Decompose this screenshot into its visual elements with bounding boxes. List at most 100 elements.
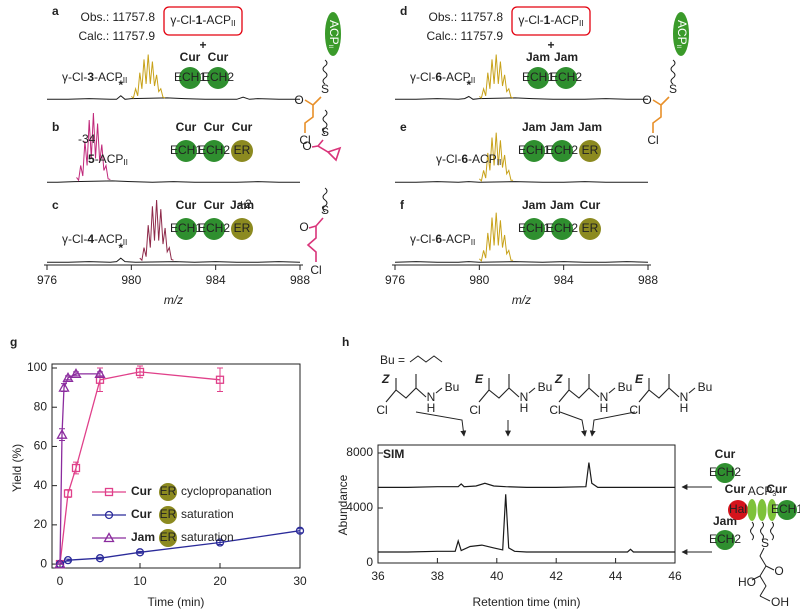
x-axis-label: Time (min) — [148, 595, 205, 609]
atom: S — [321, 203, 329, 217]
y-tick-label: 4000 — [346, 500, 373, 514]
atom: S — [761, 536, 769, 550]
atom: Bu — [698, 380, 713, 394]
legend-module: Cur — [131, 484, 152, 498]
y-tick-label: 40 — [34, 478, 48, 492]
series-line — [59, 373, 100, 565]
error-bar — [217, 367, 223, 393]
carrier-protein — [325, 12, 341, 56]
panel-letter: d — [400, 4, 407, 18]
label-part: II — [123, 75, 128, 85]
species-label: γ-Cl-6-ACPII — [436, 152, 501, 167]
legend-marker — [104, 487, 114, 497]
plus-sign: + — [547, 38, 554, 52]
trace-module: Jam — [713, 514, 737, 528]
acp-domain — [747, 499, 757, 521]
ech-domain — [777, 500, 797, 520]
structure-skeleton — [558, 374, 616, 403]
calculated-mass: Calc.: 11757.9 — [79, 29, 156, 43]
x-tick-label: 42 — [550, 569, 564, 583]
domain-badge — [203, 218, 225, 240]
label-part: -ACP — [550, 13, 579, 27]
domain-label: ECH1 — [170, 221, 202, 235]
label-part: II — [327, 45, 333, 49]
label-part: II — [471, 75, 476, 85]
label-part: II — [675, 45, 681, 49]
observed-mass: Obs.: 11757.8 — [81, 10, 156, 24]
x-tick-label: 980 — [121, 273, 141, 287]
y-tick-label: 20 — [34, 517, 48, 531]
data-point — [135, 548, 145, 557]
y-axis-label: Abundance — [336, 474, 350, 535]
label-part: 1 — [196, 13, 203, 27]
label-part: γ-Cl- — [410, 232, 435, 246]
domain-badge — [207, 67, 229, 89]
domain-badge — [551, 218, 573, 240]
y-axis-label: Yield (%) — [10, 444, 24, 492]
atom: Cl — [310, 263, 321, 277]
bu-definition: Bu = — [380, 353, 405, 367]
atom: Bu — [618, 380, 633, 394]
domain-badge — [175, 218, 197, 240]
data-point — [62, 371, 74, 382]
error-bar — [137, 550, 143, 554]
module-name: Cur — [204, 198, 225, 212]
spectrum-trace — [478, 132, 514, 182]
tether — [770, 521, 774, 541]
spectrum-trace — [395, 95, 648, 100]
label-part: γ-Cl- — [62, 232, 87, 246]
y-tick-label: 0 — [366, 555, 373, 569]
panel-letter: g — [10, 335, 17, 349]
atom: H — [520, 401, 529, 415]
panel-letter: a — [52, 4, 59, 18]
label-part: 6 — [461, 152, 468, 166]
stereo-descriptor: Z — [554, 372, 563, 386]
substrate-label: γ-Cl-1-ACPII — [518, 13, 583, 28]
substrate-box — [163, 6, 243, 36]
substrate-label: γ-Cl-1-ACPII — [170, 13, 235, 28]
acp-label: ACP3 — [748, 484, 777, 498]
legend-module: Jam — [131, 530, 155, 544]
plot-frame — [377, 444, 676, 564]
data-point — [295, 526, 305, 535]
label-part: ACP — [675, 20, 689, 45]
label-part: 6 — [435, 70, 442, 84]
module-name: Jam — [550, 120, 574, 134]
atom: S — [321, 82, 329, 96]
plot-frame — [51, 363, 301, 569]
domain-badge — [523, 218, 545, 240]
label-part: γ-Cl- — [518, 13, 543, 27]
label-part: -ACP — [94, 232, 123, 246]
domain-label: ECH2 — [202, 70, 234, 84]
label-part: 3 — [772, 491, 776, 498]
legend-marker — [103, 532, 115, 543]
domain-badge — [527, 67, 549, 89]
domain-badge — [551, 140, 573, 162]
domain-label: ER — [234, 221, 251, 235]
substrate-box — [511, 6, 591, 36]
label-part: γ-Cl- — [410, 70, 435, 84]
legend-module: Cur — [131, 507, 152, 521]
label-part: -ACP — [442, 70, 471, 84]
domain-label: ER — [160, 530, 177, 544]
domain-badge — [159, 529, 177, 547]
stereo-descriptor: E — [635, 372, 644, 386]
y-tick-label: 0 — [40, 556, 47, 570]
peak-arrows — [415, 411, 712, 555]
acp-domain — [757, 499, 767, 521]
mass-shift: +2 — [238, 197, 252, 211]
data-point — [56, 428, 68, 439]
atom: Cl — [376, 403, 387, 417]
label-part: 3 — [87, 70, 94, 84]
tether — [760, 521, 764, 541]
tether — [322, 59, 328, 85]
domain-badge — [159, 483, 177, 501]
panel-letter: h — [342, 335, 349, 349]
atom: O — [774, 564, 783, 578]
atom: S — [321, 125, 329, 139]
spectrum-trace — [479, 54, 514, 99]
tether — [322, 109, 328, 135]
x-tick-label: 988 — [290, 273, 310, 287]
panel-letter: e — [400, 120, 407, 134]
domain-badge — [523, 140, 545, 162]
